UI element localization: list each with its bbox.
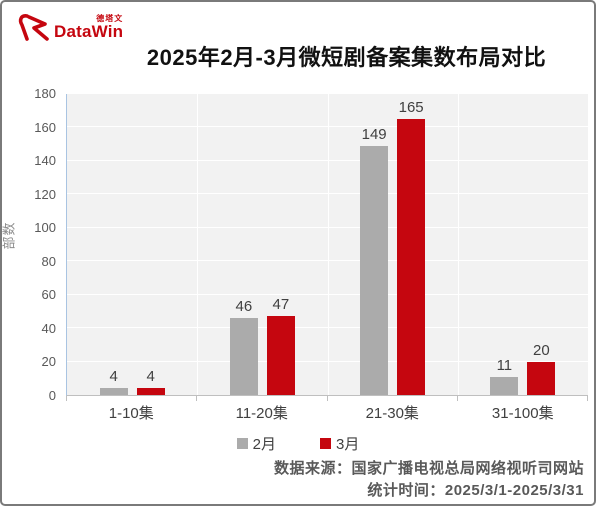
bar-wrap: 4 — [99, 94, 128, 395]
bar-2月 — [360, 145, 389, 395]
y-tick-label: 140 — [34, 153, 56, 169]
bar-value-label: 4 — [109, 368, 118, 386]
x-tickmark-cell — [197, 396, 328, 401]
bar-value-label: 47 — [272, 296, 290, 314]
footer: 数据来源：国家广播电视总局网络视听司网站 统计时间：2025/3/1-2025/… — [2, 458, 594, 502]
y-tick-label: 120 — [34, 186, 56, 202]
category-separator-line — [457, 94, 459, 395]
logo-english-name: DataWin — [54, 22, 124, 41]
x-axis-labels: 1-10集 11-20集 21-30集 31-100集 — [66, 402, 588, 423]
x-tickmark-cell — [67, 396, 198, 401]
bar-value-label: 11 — [496, 356, 513, 374]
x-category-label: 11-20集 — [235, 405, 288, 422]
y-tick-label: 20 — [41, 354, 56, 370]
legend: 2月 3月 — [2, 433, 594, 454]
gridline — [67, 93, 588, 94]
x-category-label: 31-100集 — [491, 405, 554, 422]
bar-wrap: 4 — [136, 94, 165, 395]
category-separator-line — [327, 94, 329, 395]
datawin-logo: 德塔文 DataWin — [16, 12, 123, 44]
x-axis-tickmarks — [66, 396, 588, 401]
bar-group: 149 165 — [328, 94, 458, 395]
bar-3月 — [136, 388, 165, 395]
bar-2月 — [490, 376, 519, 395]
logo-chinese-name: 德塔文 — [96, 14, 124, 23]
legend-label: 3月 — [336, 436, 360, 453]
bar-group: 46 47 — [197, 94, 327, 395]
x-category-label: 21-30集 — [365, 405, 419, 422]
bar-3月 — [397, 119, 426, 395]
legend-item: 3月 — [320, 433, 359, 454]
bar-value-label: 46 — [235, 298, 253, 316]
y-tick-label: 80 — [41, 253, 56, 269]
y-tick-label: 180 — [34, 86, 56, 101]
bar-value-label: 149 — [361, 125, 387, 143]
bar-chart: 部数 0 20 40 60 80 100 120 140 160 180 4 4 46 47 149 165… — [2, 87, 594, 403]
header: 德塔文 DataWin 2025年2月-3月微短剧备案集数布局对比 — [2, 2, 594, 88]
x-category-label: 1-10集 — [108, 405, 154, 422]
statistic-period-note: 统计时间：2025/3/1-2025/3/31 — [367, 482, 584, 499]
x-tickmark-cell — [328, 396, 458, 401]
bar-wrap: 20 — [527, 94, 556, 395]
legend-swatch — [320, 438, 331, 449]
bar-wrap: 149 — [360, 94, 389, 395]
x-tickmark-cell — [458, 396, 588, 401]
bar-value-label: 4 — [146, 368, 155, 386]
bar-3月 — [266, 316, 295, 395]
chart-title: 2025年2月-3月微短剧备案集数布局对比 — [146, 45, 547, 70]
legend-item: 2月 — [236, 433, 276, 454]
category-separator-line — [197, 94, 199, 395]
bar-group: 11 20 — [458, 94, 588, 395]
y-tick-label: 0 — [48, 388, 56, 403]
data-source-note: 数据来源：国家广播电视总局网络视听司网站 — [273, 460, 584, 477]
datawin-logo-icon — [16, 12, 52, 44]
bar-value-label: 165 — [398, 99, 424, 117]
y-tick-label: 40 — [41, 320, 56, 336]
y-tick-label: 60 — [41, 287, 56, 303]
bar-wrap: 165 — [397, 94, 426, 395]
bar-groups: 4 4 46 47 149 165 11 20 — [67, 94, 588, 395]
bar-3月 — [527, 361, 556, 395]
legend-swatch — [236, 438, 248, 449]
bar-wrap: 47 — [266, 94, 295, 395]
bar-2月 — [229, 318, 258, 395]
y-tick-label: 100 — [34, 220, 56, 236]
plot-area: 4 4 46 47 149 165 11 20 — [66, 93, 588, 396]
bar-wrap: 11 — [490, 94, 519, 395]
bar-2月 — [99, 388, 128, 395]
datawin-logo-text: 德塔文 DataWin — [54, 14, 123, 41]
y-tick-label: 160 — [34, 119, 56, 135]
bar-value-label: 20 — [533, 341, 550, 359]
legend-label: 2月 — [252, 436, 276, 453]
bar-wrap: 46 — [229, 94, 258, 395]
